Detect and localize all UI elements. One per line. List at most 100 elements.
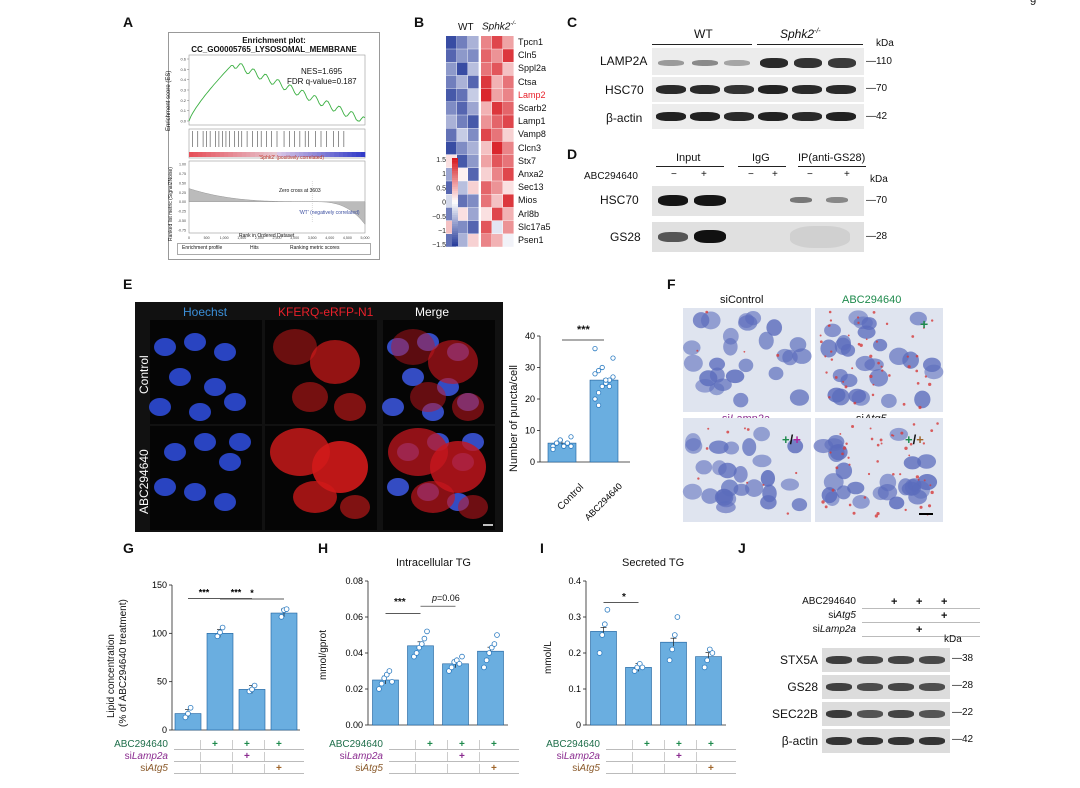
chart-h-sig2: p=0.06 — [432, 593, 460, 603]
panel-label-j: J — [738, 540, 746, 556]
heatmap-cell — [468, 75, 479, 89]
nucleus-merge — [382, 398, 404, 416]
ihc-nucleus — [753, 426, 770, 442]
scale-cell — [452, 175, 458, 178]
scale-tick-label: −0.5 — [432, 214, 446, 221]
ihc-nucleus — [903, 456, 922, 470]
heatmap-cell — [468, 62, 479, 76]
gsea-colorbar-cell — [241, 152, 247, 157]
gsea-colorbar-cell — [343, 152, 348, 157]
ihc-nucleus — [922, 357, 941, 373]
chart-e-point — [596, 368, 602, 374]
heatmap-cell — [446, 234, 457, 247]
heatmap-cell — [446, 141, 457, 155]
ihc-nucleus — [701, 488, 719, 504]
gsea-es-tick-label: 0.2 — [180, 98, 186, 103]
treatment-sign: + — [459, 751, 465, 762]
heatmap-cell — [468, 102, 479, 115]
heatmap-cell — [492, 194, 503, 208]
ihc-nucleus — [898, 478, 913, 496]
ip-sign-6: + — [844, 169, 850, 180]
ihc-nucleus — [683, 354, 703, 372]
ihc-lipid-droplet — [865, 338, 868, 341]
bar-point — [187, 704, 194, 711]
heatmap-cell — [446, 102, 457, 115]
ihc-lipid-droplet — [869, 354, 873, 358]
ihc-sign-atg: +/+ — [905, 432, 924, 447]
gsea-metric-tick-label: 1.00 — [179, 163, 186, 167]
treatment-divider — [232, 764, 233, 773]
ihc-lipid-droplet — [746, 481, 749, 484]
nucleus-hoechst — [154, 478, 176, 496]
gsea-colorbar-cell — [316, 152, 322, 157]
wb-j-band — [919, 683, 945, 691]
ihc-lipid-droplet — [929, 484, 932, 487]
ihc-lipid-droplet — [872, 383, 875, 386]
heatmap-cell — [468, 234, 479, 247]
wb-j-kda: kDa — [944, 634, 962, 645]
bar-ytick-label: 150 — [152, 580, 167, 590]
treatment-divider — [664, 752, 665, 761]
heatmap-cell — [457, 181, 468, 194]
treatment-sign: + — [276, 739, 282, 750]
ihc-nucleus — [738, 313, 755, 329]
ihc-nucleus — [709, 382, 725, 396]
nucleus-hoechst — [184, 333, 206, 351]
nucleus-merge — [402, 368, 424, 386]
gsea-colorbar-cell — [268, 152, 273, 157]
ihc-lipid-droplet — [835, 466, 839, 470]
ihc-nucleus — [718, 462, 737, 479]
bar-point — [378, 680, 385, 687]
gsea-metric-tick-label: 0.25 — [179, 191, 186, 195]
bar-point — [376, 686, 382, 692]
ihc-nucleus — [684, 438, 703, 454]
merge-signal — [391, 329, 435, 365]
ihc-lipid-droplet — [916, 382, 920, 385]
wb-j-row-rule — [862, 608, 980, 609]
gsea-colorbar-cell — [338, 152, 344, 157]
gsea-colorbar-cell — [263, 152, 269, 157]
gsea-fdr: FDR q-value=0.187 — [287, 77, 357, 86]
wb-c-ko: Sphk2-/- — [780, 27, 821, 41]
ihc-nucleus — [840, 343, 856, 357]
gsea-x-tick-label: 5,000 — [361, 236, 370, 240]
ihc-lipid-droplet — [821, 500, 825, 504]
heatmap-gene-label: Clcn3 — [518, 142, 542, 153]
ihc-lipid-droplet — [876, 443, 880, 447]
gsea-nes: NES=1.695 — [301, 67, 343, 76]
heatmap-gene-label: Ctsa — [518, 76, 537, 87]
chart-e-xtick-abc: ABC294640 — [583, 481, 624, 522]
treatment-row-label: ABC294640 — [114, 739, 168, 750]
scale-cell — [452, 182, 458, 185]
heatmap-cell — [446, 62, 457, 76]
treatment-divider — [479, 740, 480, 749]
heatmap-gene-label: Tpcn1 — [518, 37, 544, 47]
ip-bar-igg — [738, 166, 786, 167]
treatment-divider — [200, 740, 201, 749]
heatmap-cell — [457, 154, 468, 168]
bar-point — [386, 668, 393, 674]
wb-j-blot-label: STX5A — [779, 653, 818, 667]
chart-e-point — [592, 396, 598, 402]
ihc-nucleus — [692, 312, 710, 329]
bar-point — [413, 650, 420, 656]
scale-cell — [452, 241, 458, 244]
gsea-legend: Enrichment profile Hits Ranking metric s… — [177, 243, 371, 255]
ihc-nucleus — [825, 491, 840, 506]
bar-ytick-label: 0.00 — [345, 720, 363, 730]
gsea-es-tick-label: 0.6 — [180, 57, 186, 62]
ihc-nucleus — [881, 393, 897, 408]
ihc-lipid-droplet — [928, 382, 932, 387]
chart-e-point — [599, 364, 605, 371]
ihc-lipid-droplet — [879, 438, 883, 442]
treatment-sign: + — [708, 763, 714, 774]
heatmap-cell — [503, 194, 514, 208]
ihc-label-sicontrol: siControl — [720, 294, 764, 306]
heatmap-cell — [468, 49, 479, 62]
ihc-lipid-droplet — [908, 454, 911, 457]
gsea-colorbar-cell — [329, 152, 335, 157]
micrograph-images — [149, 320, 495, 530]
ihc-lipid-droplet — [911, 335, 915, 338]
treatment-row-label: siAtg5 — [572, 763, 600, 774]
ihc-lipid-droplet — [890, 434, 894, 437]
